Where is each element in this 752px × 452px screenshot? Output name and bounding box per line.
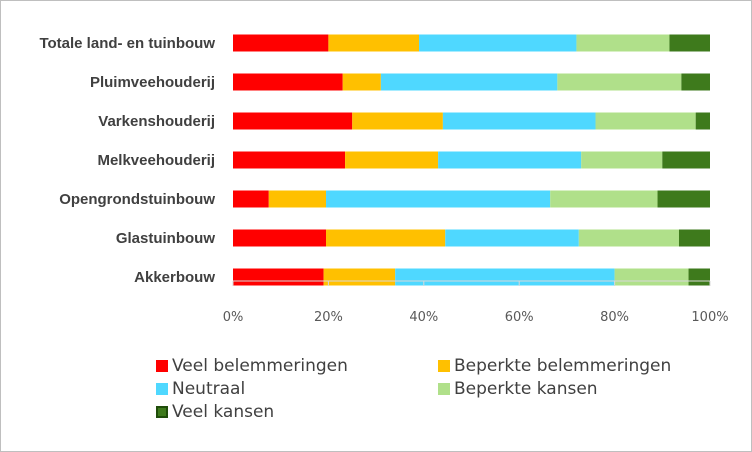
legend-swatch — [438, 383, 450, 395]
bar-group — [233, 34, 710, 286]
bar-neutraal-pluimveehouderij — [380, 73, 558, 91]
bar-beperkte-kansen-glastuinbouw — [578, 229, 679, 247]
category-labels: Totale land- en tuinbouw Pluimveehouderij… — [39, 35, 215, 286]
bar-neutraal-varkenshouderij — [442, 112, 596, 130]
bar-veel-belemmeringen-pluimveehouderij — [233, 73, 343, 91]
bar-veel-belemmeringen-melkveehouderij — [233, 151, 346, 169]
bar-neutraal-akkerbouw — [395, 268, 615, 286]
bar-veel-belemmeringen-varkenshouderij — [233, 112, 353, 130]
legend-item-beperkte-belemmeringen: Beperkte belemmeringen — [438, 355, 671, 377]
category-label: Opengrondstuinbouw — [59, 191, 215, 208]
legend-swatch — [156, 360, 168, 372]
category-label: Glastuinbouw — [116, 230, 215, 247]
category-label: Pluimveehouderij — [90, 74, 215, 91]
legend-label: Neutraal — [172, 379, 246, 399]
bar-veel-belemmeringen-akkerbouw — [233, 268, 324, 286]
bar-beperkte-belemmeringen-opengrondstuinbouw — [268, 190, 327, 208]
bar-beperkte-belemmeringen-glastuinbouw — [326, 229, 446, 247]
bar-beperkte-belemmeringen-totale-land-en-tuinbouw — [328, 34, 420, 52]
x-axis: 0% 20% 40% 60% 80% 100% — [223, 280, 729, 325]
bar-veel-kansen-pluimveehouderij — [681, 73, 710, 91]
x-tick-label: 0% — [223, 310, 244, 325]
legend-label: Beperkte kansen — [454, 379, 598, 399]
bar-beperkte-kansen-varkenshouderij — [595, 112, 696, 130]
bar-veel-belemmeringen-totale-land-en-tuinbouw — [233, 34, 329, 52]
legend-label: Veel kansen — [172, 402, 275, 422]
category-label: Varkenshouderij — [98, 113, 215, 130]
bar-beperkte-kansen-melkveehouderij — [581, 151, 663, 169]
x-tick-label: 80% — [600, 310, 629, 325]
bar-veel-kansen-totale-land-en-tuinbouw — [669, 34, 710, 52]
bar-veel-kansen-opengrondstuinbouw — [657, 190, 710, 208]
category-label: Melkveehouderij — [97, 152, 215, 169]
bar-neutraal-opengrondstuinbouw — [326, 190, 551, 208]
bar-beperkte-kansen-pluimveehouderij — [557, 73, 682, 91]
legend-swatch — [156, 406, 168, 418]
legend-item-neutraal: Neutraal — [156, 378, 245, 400]
legend-swatch — [156, 383, 168, 395]
legend-label: Veel belemmeringen — [172, 356, 348, 376]
bar-beperkte-belemmeringen-melkveehouderij — [345, 151, 439, 169]
x-tick-label: 40% — [409, 310, 438, 325]
legend-label: Beperkte belemmeringen — [454, 356, 672, 376]
bar-beperkte-belemmeringen-pluimveehouderij — [342, 73, 381, 91]
x-tick-label: 60% — [505, 310, 534, 325]
bar-beperkte-kansen-totale-land-en-tuinbouw — [576, 34, 670, 52]
bar-neutraal-melkveehouderij — [438, 151, 582, 169]
bar-neutraal-totale-land-en-tuinbouw — [419, 34, 577, 52]
bar-beperkte-belemmeringen-varkenshouderij — [352, 112, 443, 130]
category-label: Akkerbouw — [134, 269, 215, 286]
bar-veel-belemmeringen-glastuinbouw — [233, 229, 327, 247]
bar-neutraal-glastuinbouw — [445, 229, 579, 247]
stacked-bar-chart: Totale land- en tuinbouw Pluimveehouderij… — [39, 34, 729, 325]
bar-beperkte-kansen-opengrondstuinbouw — [550, 190, 658, 208]
legend-item-beperkte-kansen: Beperkte kansen — [438, 378, 598, 400]
legend-swatch — [438, 360, 450, 372]
legend-item-veel-kansen: Veel kansen — [156, 401, 274, 423]
bar-veel-belemmeringen-opengrondstuinbouw — [233, 190, 269, 208]
bar-veel-kansen-melkveehouderij — [662, 151, 710, 169]
bar-veel-kansen-varkenshouderij — [695, 112, 710, 130]
bar-veel-kansen-akkerbouw — [688, 268, 710, 286]
category-label: Totale land- en tuinbouw — [39, 35, 215, 52]
bar-veel-kansen-glastuinbouw — [678, 229, 710, 247]
x-tick-label: 20% — [314, 310, 343, 325]
bar-beperkte-kansen-akkerbouw — [614, 268, 689, 286]
legend-item-veel-belemmeringen: Veel belemmeringen — [156, 355, 348, 377]
x-tick-label: 100% — [691, 310, 728, 325]
bar-beperkte-belemmeringen-akkerbouw — [323, 268, 396, 286]
